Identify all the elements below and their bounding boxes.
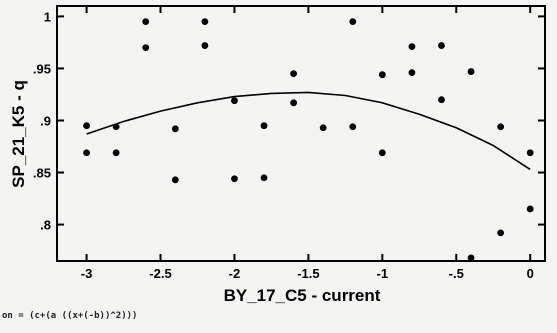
data-point: [349, 18, 357, 26]
data-point: [497, 229, 505, 237]
data-point: [231, 97, 238, 105]
data-point: [408, 69, 416, 77]
fit-formula: on = (c+(a ((x+(-b))^2))): [2, 311, 137, 321]
y-tick-label: .85: [33, 166, 51, 181]
x-axis-title: BY_17_C5 - current: [224, 286, 381, 305]
axis-ticks: -3 -2.5 -2 -1.5 -1 -.5 0 .8 .85 .9 .95 1: [33, 6, 545, 281]
data-point: [142, 18, 150, 26]
data-point: [201, 18, 209, 26]
data-point: [378, 149, 386, 157]
x-tick-label: -2: [229, 266, 241, 281]
data-points: [83, 18, 534, 262]
y-tick-label: 1: [44, 9, 51, 24]
x-tick-label: -1.5: [297, 266, 319, 281]
data-point: [438, 42, 445, 49]
data-point: [83, 122, 90, 130]
data-point: [260, 122, 268, 130]
data-point: [467, 254, 475, 262]
data-point: [112, 123, 120, 131]
data-point: [290, 99, 298, 107]
data-point: [171, 176, 179, 184]
data-point: [319, 124, 327, 132]
data-point: [438, 96, 445, 104]
y-tick-label: .95: [33, 61, 51, 76]
data-point: [467, 68, 475, 75]
data-point: [171, 125, 179, 133]
data-point: [83, 149, 90, 157]
x-tick-label: -3: [81, 266, 93, 281]
x-tick-label: -2.5: [149, 266, 171, 281]
data-point: [378, 71, 386, 79]
data-point: [290, 70, 298, 78]
x-tick-label: 0: [527, 266, 534, 281]
data-point: [526, 149, 534, 157]
data-point: [497, 123, 505, 131]
data-point: [112, 149, 120, 157]
x-tick-label: -.5: [449, 266, 464, 281]
data-point: [408, 43, 416, 50]
y-tick-label: .9: [40, 113, 51, 128]
fit-curve: [86, 91, 531, 171]
y-tick-label: .8: [40, 218, 51, 233]
data-point: [142, 44, 150, 52]
x-tick-label: -1: [377, 266, 389, 281]
data-point: [260, 174, 268, 182]
data-point: [526, 205, 534, 213]
data-point: [349, 123, 357, 131]
plot-frame: [56, 5, 546, 262]
data-point: [231, 175, 238, 183]
data-point: [201, 42, 209, 49]
y-axis-title: SP_21_K5 - q: [9, 80, 28, 188]
